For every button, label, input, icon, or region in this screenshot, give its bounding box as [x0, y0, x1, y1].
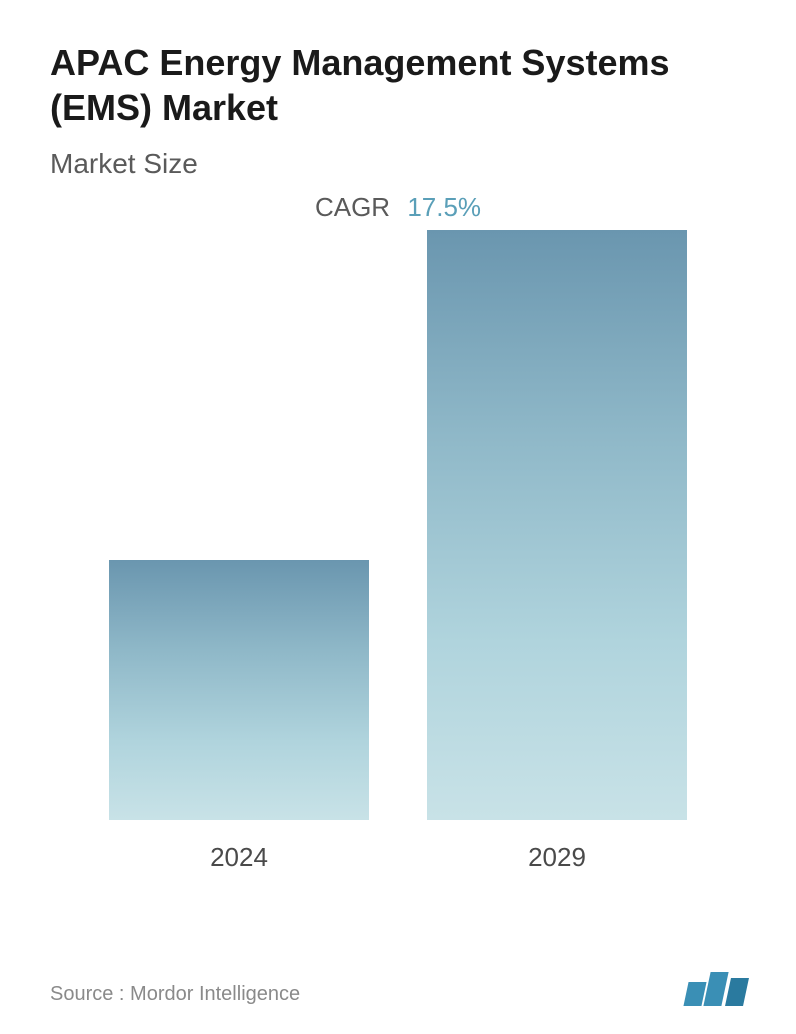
chart-subtitle: Market Size	[50, 148, 746, 180]
cagr-row: CAGR 17.5%	[50, 192, 746, 223]
cagr-value: 17.5%	[407, 192, 481, 222]
mordor-logo-icon	[686, 972, 746, 1006]
bar-2024	[109, 560, 369, 820]
bar-chart: 2024 2029	[50, 253, 746, 873]
bar-group-2029: 2029	[427, 230, 687, 873]
bar-group-2024: 2024	[109, 560, 369, 873]
logo-bar	[703, 972, 728, 1006]
bar-label-2029: 2029	[528, 842, 586, 873]
footer: Source : Mordor Intelligence	[50, 972, 746, 1006]
cagr-label: CAGR	[315, 192, 390, 222]
source-attribution: Source : Mordor Intelligence	[50, 983, 300, 1006]
chart-title: APAC Energy Management Systems (EMS) Mar…	[50, 40, 746, 130]
logo-bar	[725, 978, 749, 1006]
bar-label-2024: 2024	[210, 842, 268, 873]
bar-2029	[427, 230, 687, 820]
